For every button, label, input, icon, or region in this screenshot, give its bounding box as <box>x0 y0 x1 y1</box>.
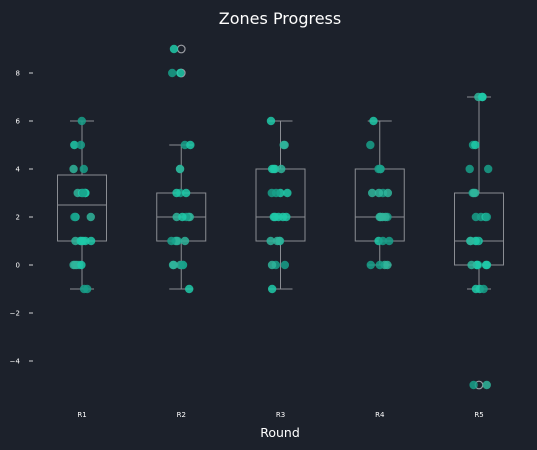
data-point <box>167 236 176 246</box>
data-point <box>267 260 277 270</box>
data-point <box>70 140 79 150</box>
data-point <box>465 164 474 174</box>
y-axis: −4 −2 0 2 4 6 8 <box>10 70 33 366</box>
data-point <box>470 188 480 198</box>
data-point <box>483 164 493 174</box>
points-layer <box>69 44 493 390</box>
data-point <box>176 68 185 78</box>
x-axis: R1 R2 R3 R4 R5 <box>77 411 483 419</box>
data-point <box>79 164 88 174</box>
data-point <box>466 236 475 246</box>
x-tick-label: R5 <box>474 411 483 419</box>
data-point <box>383 188 393 198</box>
data-point <box>180 236 190 246</box>
data-point <box>374 188 384 198</box>
data-point <box>478 92 487 102</box>
data-point <box>69 164 78 174</box>
data-point <box>280 260 290 270</box>
x-tick-label: R3 <box>276 411 285 419</box>
data-point <box>78 236 88 246</box>
x-tick-label: R2 <box>177 411 186 419</box>
data-point <box>482 380 491 390</box>
data-point <box>279 140 288 150</box>
data-point <box>283 188 292 198</box>
data-point <box>76 140 86 150</box>
data-point <box>376 164 385 174</box>
data-point <box>70 212 79 222</box>
data-point <box>267 284 277 294</box>
y-tick-label: 2 <box>16 214 20 222</box>
data-point <box>482 212 492 222</box>
data-point <box>367 188 377 198</box>
data-point <box>184 284 194 294</box>
data-point <box>266 236 275 246</box>
data-point <box>168 68 177 78</box>
y-tick-label: −4 <box>10 358 21 366</box>
x-tick-label: R1 <box>77 411 86 419</box>
y-tick-label: 6 <box>16 118 21 126</box>
data-point <box>181 188 191 198</box>
data-point <box>383 260 392 270</box>
x-axis-label: Round <box>260 425 300 440</box>
data-point <box>385 236 394 246</box>
y-tick-label: 0 <box>16 262 20 270</box>
data-point <box>175 164 185 174</box>
x-tick-label: R4 <box>375 411 385 419</box>
y-tick-label: 8 <box>16 70 20 78</box>
data-point <box>267 164 277 174</box>
data-point <box>471 212 481 222</box>
data-point <box>467 260 476 270</box>
data-point <box>481 260 491 270</box>
data-point <box>267 188 276 198</box>
data-point <box>471 140 480 150</box>
data-point <box>82 284 92 294</box>
data-point <box>266 116 276 126</box>
data-point <box>169 260 178 270</box>
data-point <box>277 164 286 174</box>
data-point <box>375 260 384 270</box>
data-point <box>366 260 375 270</box>
data-point <box>369 116 378 126</box>
data-point <box>86 212 95 222</box>
data-point <box>479 284 488 294</box>
y-tick-label: 4 <box>16 166 21 174</box>
data-point <box>169 44 179 54</box>
data-point <box>274 212 283 222</box>
data-point <box>378 212 387 222</box>
data-point <box>178 212 187 222</box>
data-point <box>366 140 375 150</box>
data-point <box>77 116 87 126</box>
data-point <box>77 260 86 270</box>
data-point <box>178 260 188 270</box>
data-point <box>172 188 181 198</box>
y-tick-label: −2 <box>10 310 20 318</box>
chart-title: Zones Progress <box>219 9 341 28</box>
data-point <box>469 380 478 390</box>
data-point <box>273 236 282 246</box>
data-point <box>79 188 88 198</box>
data-point <box>471 284 481 294</box>
data-point <box>378 236 387 246</box>
data-point <box>186 140 195 150</box>
